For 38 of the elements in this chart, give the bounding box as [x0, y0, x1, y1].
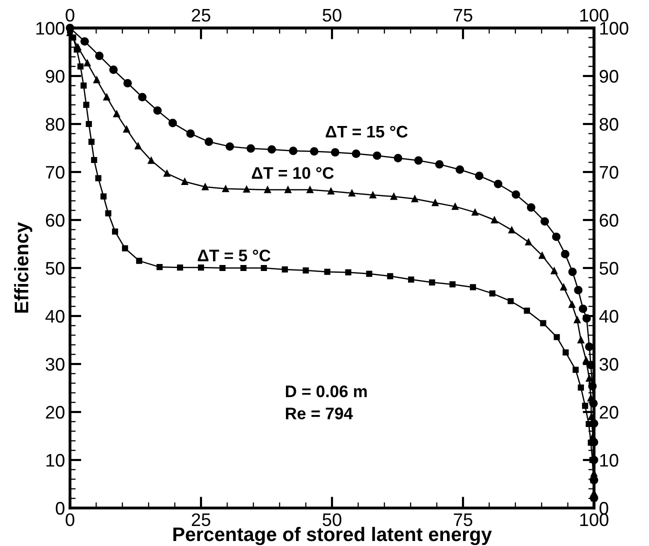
y-tick-label: 40 — [45, 310, 64, 323]
x2-tick-label: 75 — [454, 9, 472, 22]
x2-tick-label: 25 — [192, 8, 210, 22]
y2-tick-label: 70 — [600, 166, 618, 179]
annotation: ΔT = 15 °C — [326, 126, 408, 138]
y-tick-label: 50 — [46, 262, 64, 275]
y-tick-label: 10 — [46, 454, 64, 467]
y-tick-label: 100 — [36, 22, 64, 35]
x-tick-label: 100 — [580, 513, 608, 526]
y2-tick-label: 40 — [599, 310, 618, 323]
y2-tick-label: 30 — [600, 358, 618, 371]
y-axis-title: Efficiency — [14, 222, 32, 313]
y2-tick-label: 100 — [600, 22, 628, 35]
x-tick-label: 25 — [192, 513, 210, 526]
y-tick-label: 70 — [46, 166, 64, 179]
y2-tick-label: 20 — [600, 406, 618, 419]
y-tick-label: 60 — [46, 214, 64, 227]
x2-tick-label: 0 — [66, 8, 74, 22]
x-tick-label: 0 — [66, 513, 74, 526]
y-tick-label: 80 — [46, 118, 64, 131]
y2-tick-label: 80 — [600, 118, 618, 131]
y2-tick-label: 90 — [600, 70, 618, 83]
y2-tick-label: 60 — [600, 214, 618, 227]
y-tick-label: 0 — [56, 502, 64, 515]
x-tick-label: 75 — [454, 514, 472, 526]
x-axis-title: Percentage of stored latent energy — [173, 526, 492, 546]
annotation: ΔT = 5 °C — [198, 250, 270, 262]
y2-tick-label: 10 — [600, 454, 618, 467]
y-tick-label: 20 — [46, 406, 64, 419]
annotation: ΔT = 10 °C — [252, 167, 334, 179]
x2-tick-label: 50 — [322, 8, 342, 22]
x2-tick-label: 100 — [580, 8, 608, 22]
annotation: Re = 794 — [286, 408, 353, 420]
y-tick-label: 90 — [46, 70, 64, 83]
y2-tick-label: 50 — [600, 262, 618, 275]
annotation: D = 0.06 m — [286, 385, 367, 398]
x-tick-label: 50 — [322, 513, 342, 526]
y-tick-label: 30 — [46, 358, 64, 371]
